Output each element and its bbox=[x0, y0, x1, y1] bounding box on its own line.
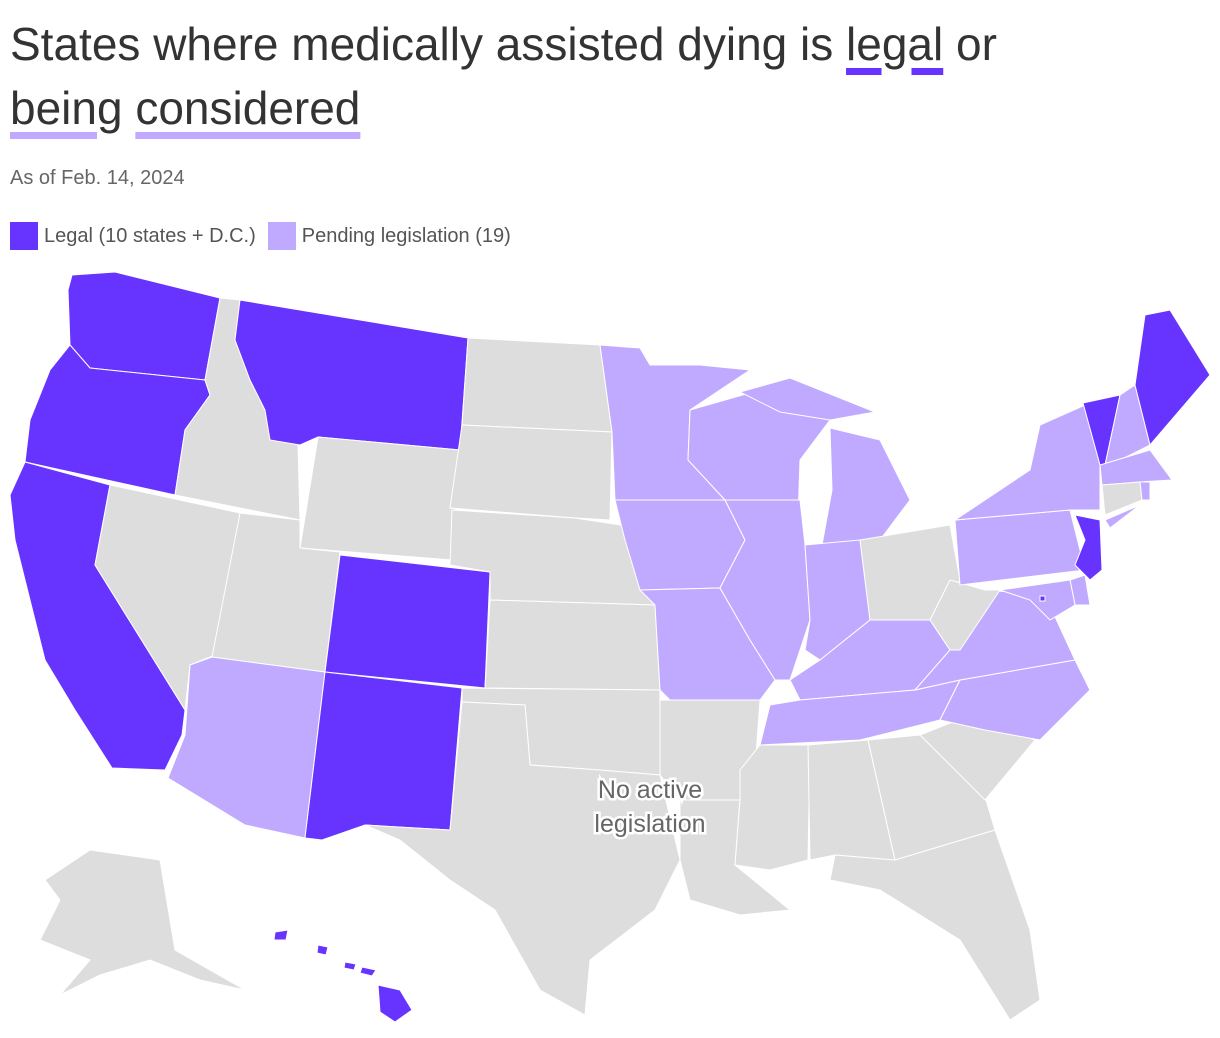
state-texas bbox=[364, 701, 681, 1016]
state-pennsylvania bbox=[954, 509, 1086, 586]
legend-label-pending: Pending legislation (19) bbox=[301, 224, 511, 247]
state-shape bbox=[1104, 384, 1151, 466]
pending-highlight-2: considered bbox=[135, 82, 361, 134]
state-new-jersey bbox=[1074, 514, 1103, 581]
state-shape bbox=[316, 944, 329, 956]
state-shape bbox=[343, 961, 357, 971]
state-wyoming bbox=[299, 436, 461, 561]
state-hawaii bbox=[273, 929, 413, 1023]
state-shape bbox=[719, 499, 811, 681]
state-district-of-columbia bbox=[1039, 595, 1046, 602]
state-shape bbox=[1134, 309, 1211, 447]
state-washington bbox=[67, 271, 221, 381]
state-shape bbox=[999, 579, 1076, 621]
state-shape bbox=[484, 599, 661, 691]
legal-highlight: legal bbox=[846, 18, 944, 70]
state-shape bbox=[377, 984, 413, 1023]
annotation-line2: legislation bbox=[594, 810, 705, 838]
state-shape bbox=[821, 427, 911, 546]
state-maryland bbox=[999, 579, 1076, 621]
state-arizona bbox=[167, 656, 326, 839]
legend-label-legal: Legal (10 states + D.C.) bbox=[44, 224, 256, 247]
legend-item-legal: Legal (10 states + D.C.) bbox=[10, 222, 256, 250]
state-massachusetts bbox=[1099, 449, 1173, 486]
state-montana bbox=[234, 299, 469, 451]
state-shape bbox=[954, 404, 1101, 521]
state-shape bbox=[867, 734, 996, 861]
state-maine bbox=[1134, 309, 1211, 447]
pending-highlight-1: being bbox=[10, 82, 123, 134]
state-michigan bbox=[738, 377, 911, 546]
chart-title: States where medically assisted dying is… bbox=[10, 18, 997, 134]
state-rhode-island bbox=[1139, 481, 1151, 501]
state-shape bbox=[1104, 504, 1141, 529]
state-shape bbox=[1074, 514, 1103, 581]
legend-swatch-legal bbox=[10, 222, 38, 250]
state-shape bbox=[734, 744, 811, 871]
annotation-line1: No active bbox=[598, 776, 702, 804]
state-shape bbox=[1039, 595, 1046, 602]
state-shape bbox=[67, 271, 221, 381]
state-kansas bbox=[484, 599, 661, 691]
state-north-dakota bbox=[461, 337, 613, 433]
state-shape bbox=[167, 656, 326, 839]
state-shape bbox=[273, 929, 289, 941]
state-shape bbox=[1101, 481, 1143, 516]
state-shape bbox=[738, 377, 877, 421]
subtitle: As of Feb. 14, 2024 bbox=[10, 167, 185, 189]
state-shape bbox=[461, 337, 613, 433]
state-georgia bbox=[867, 734, 996, 861]
state-shape bbox=[304, 671, 463, 841]
state-shape bbox=[324, 554, 491, 689]
state-mississippi bbox=[734, 744, 811, 871]
state-shape bbox=[359, 966, 377, 977]
legend-swatch-pending bbox=[267, 222, 296, 250]
state-shape bbox=[299, 436, 461, 561]
state-shape bbox=[954, 509, 1086, 586]
state-new-hampshire bbox=[1104, 384, 1151, 466]
state-shape bbox=[1139, 481, 1151, 501]
state-shape bbox=[364, 701, 681, 1016]
state-alaska bbox=[39, 849, 246, 996]
legend-item-pending: Pending legislation (19) bbox=[267, 222, 511, 250]
state-shape bbox=[234, 299, 469, 451]
state-shape bbox=[1099, 449, 1173, 486]
state-shape bbox=[39, 849, 246, 996]
state-shape bbox=[449, 424, 613, 521]
legend: Legal (10 states + D.C.) Pending legisla… bbox=[10, 222, 511, 250]
state-connecticut bbox=[1101, 481, 1143, 516]
state-new-mexico bbox=[304, 671, 463, 841]
state-shape bbox=[829, 829, 1041, 1021]
state-illinois bbox=[719, 499, 811, 681]
state-south-dakota bbox=[449, 424, 613, 521]
state-florida bbox=[829, 829, 1041, 1021]
state-colorado bbox=[324, 554, 491, 689]
